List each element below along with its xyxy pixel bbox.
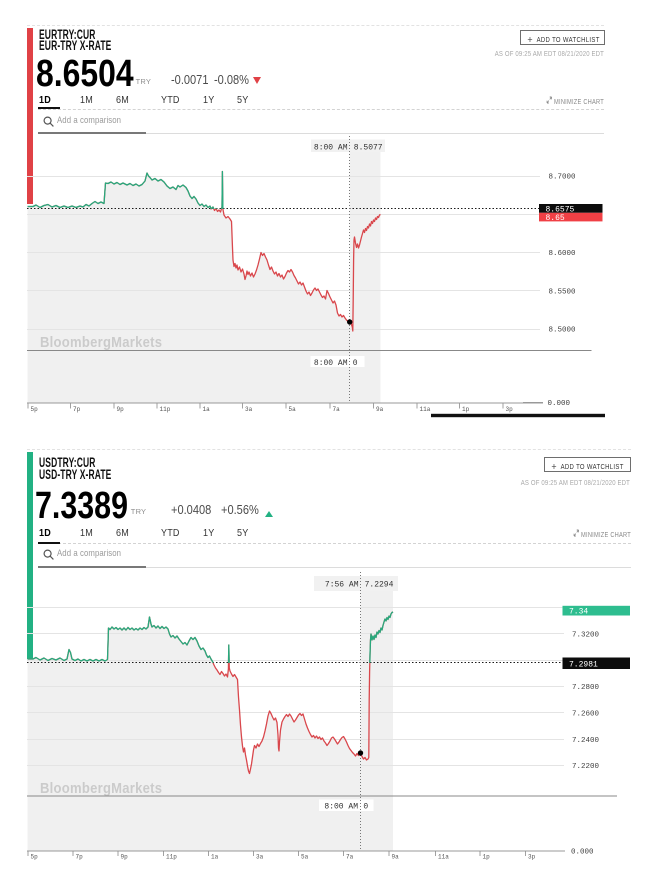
svg-text:7:56 AM: 7:56 AM bbox=[325, 581, 359, 590]
svg-text:0.000: 0.000 bbox=[548, 400, 571, 408]
svg-text:7.2294: 7.2294 bbox=[365, 581, 394, 590]
svg-text:7.2981: 7.2981 bbox=[569, 661, 598, 670]
svg-text:11p: 11p bbox=[166, 854, 177, 861]
svg-text:8:00 AM: 8:00 AM bbox=[314, 144, 348, 153]
svg-text:1a: 1a bbox=[203, 406, 211, 413]
svg-text:3a: 3a bbox=[256, 854, 264, 861]
svg-text:8:00 AM: 8:00 AM bbox=[314, 359, 348, 368]
svg-text:BloombergMarkets: BloombergMarkets bbox=[40, 333, 162, 350]
svg-text:0: 0 bbox=[353, 359, 358, 368]
svg-text:7.2600: 7.2600 bbox=[572, 711, 600, 719]
svg-text:8.7000: 8.7000 bbox=[549, 174, 577, 182]
svg-text:5a: 5a bbox=[301, 854, 309, 861]
svg-text:7p: 7p bbox=[76, 854, 84, 861]
svg-text:BloombergMarkets: BloombergMarkets bbox=[40, 779, 162, 796]
svg-text:11p: 11p bbox=[160, 406, 171, 413]
svg-text:7.3200: 7.3200 bbox=[572, 632, 600, 640]
svg-text:5p: 5p bbox=[31, 406, 39, 413]
svg-text:1p: 1p bbox=[483, 854, 491, 861]
svg-text:7a: 7a bbox=[346, 854, 354, 861]
svg-text:7.2200: 7.2200 bbox=[572, 763, 600, 771]
svg-text:8:00 AM: 8:00 AM bbox=[324, 803, 358, 812]
svg-text:5p: 5p bbox=[31, 854, 39, 861]
svg-text:3p: 3p bbox=[506, 406, 514, 413]
svg-text:8.65: 8.65 bbox=[546, 214, 565, 223]
svg-text:1a: 1a bbox=[211, 854, 219, 861]
svg-text:9a: 9a bbox=[392, 854, 400, 861]
svg-text:9p: 9p bbox=[121, 854, 129, 861]
svg-text:8.5500: 8.5500 bbox=[549, 288, 577, 296]
svg-text:3p: 3p bbox=[528, 854, 536, 861]
svg-text:9p: 9p bbox=[117, 406, 125, 413]
svg-text:7.2400: 7.2400 bbox=[572, 737, 600, 745]
svg-text:8.6575: 8.6575 bbox=[546, 205, 575, 214]
svg-text:7p: 7p bbox=[73, 406, 81, 413]
svg-text:8.5000: 8.5000 bbox=[549, 327, 577, 335]
svg-text:11a: 11a bbox=[420, 406, 431, 413]
svg-text:5a: 5a bbox=[289, 406, 297, 413]
svg-text:3a: 3a bbox=[245, 406, 253, 413]
svg-text:7.2800: 7.2800 bbox=[572, 684, 600, 692]
svg-text:8.6000: 8.6000 bbox=[549, 250, 577, 258]
svg-text:0: 0 bbox=[363, 803, 368, 812]
svg-text:0.000: 0.000 bbox=[571, 849, 594, 857]
svg-text:7.34: 7.34 bbox=[569, 608, 588, 617]
svg-text:8.5077: 8.5077 bbox=[354, 144, 383, 153]
svg-text:1p: 1p bbox=[462, 406, 470, 413]
svg-text:9a: 9a bbox=[376, 406, 384, 413]
svg-text:11a: 11a bbox=[438, 854, 449, 861]
svg-text:7a: 7a bbox=[333, 406, 341, 413]
